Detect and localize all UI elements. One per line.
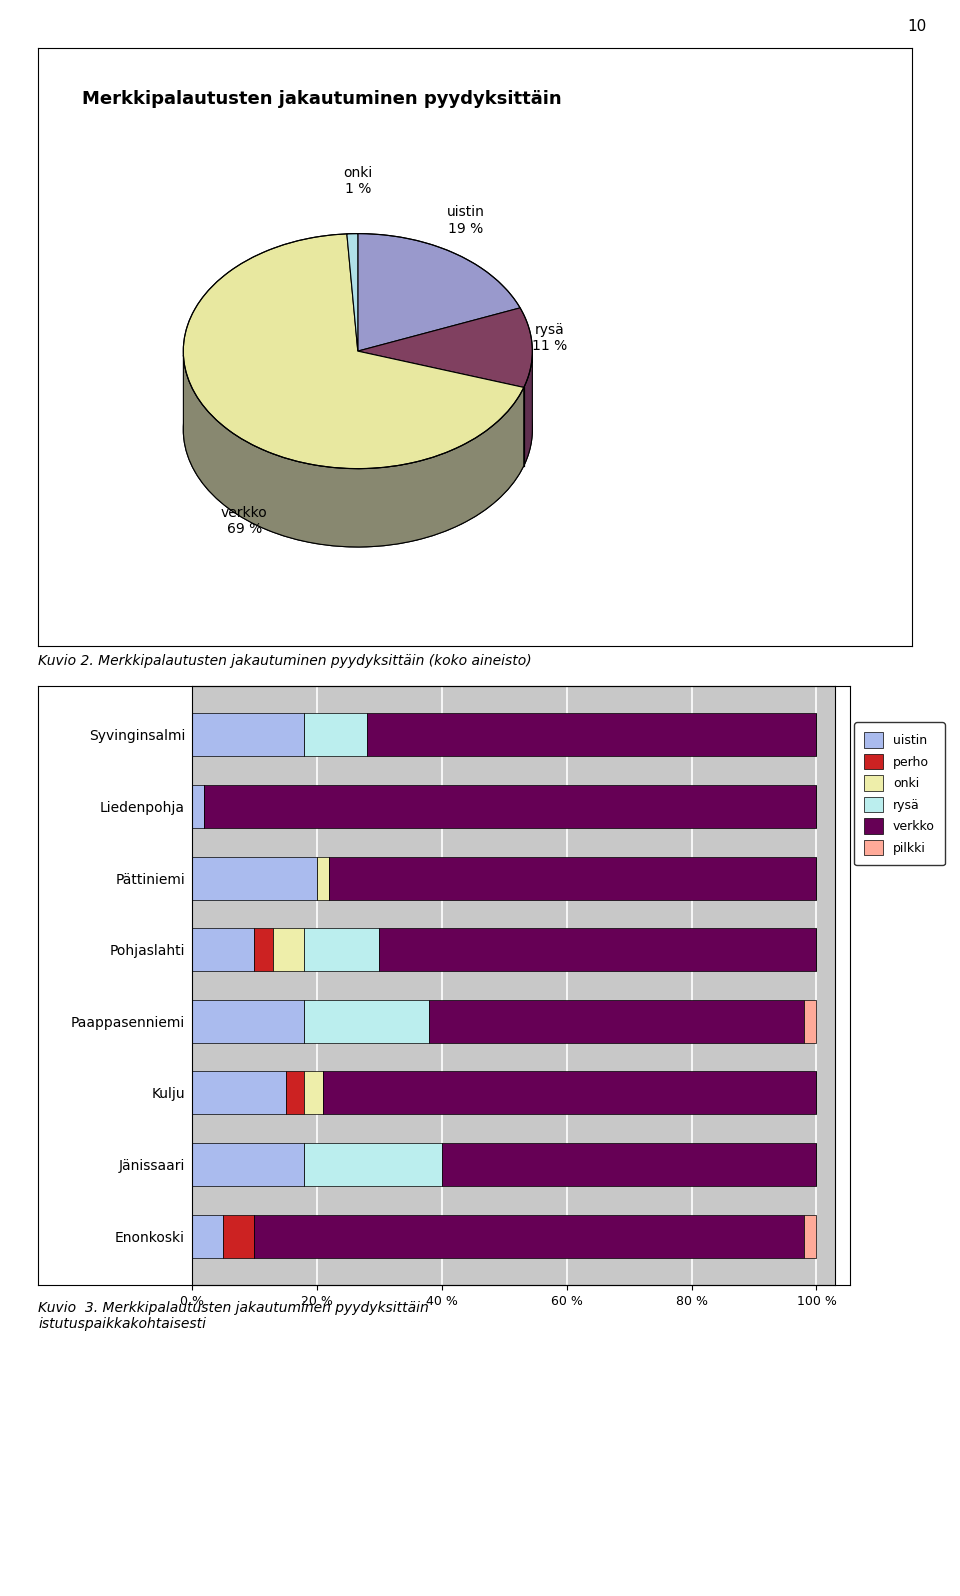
Bar bbox=[367, 713, 816, 757]
Bar bbox=[192, 929, 254, 972]
Bar bbox=[304, 1143, 442, 1186]
Polygon shape bbox=[347, 233, 358, 351]
Text: verkko
69 %: verkko 69 % bbox=[221, 506, 268, 536]
Bar bbox=[304, 999, 429, 1042]
Bar bbox=[804, 999, 816, 1042]
Bar bbox=[192, 713, 304, 757]
Bar bbox=[254, 929, 274, 972]
Text: Merkkipalautusten jakautuminen pyydyksittäin: Merkkipalautusten jakautuminen pyydyksit… bbox=[83, 89, 562, 109]
Bar bbox=[274, 929, 304, 972]
Bar bbox=[192, 999, 304, 1042]
Text: Kuvio  3. Merkkipalautusten jakautuminen pyydyksittäin
istutuspaikkakohtaisesti: Kuvio 3. Merkkipalautusten jakautuminen … bbox=[38, 1301, 429, 1331]
Bar bbox=[324, 1071, 816, 1114]
Bar bbox=[192, 857, 317, 900]
Bar bbox=[804, 1215, 816, 1258]
Text: uistin
19 %: uistin 19 % bbox=[447, 206, 485, 236]
Polygon shape bbox=[358, 233, 520, 351]
Bar bbox=[379, 929, 816, 972]
Bar bbox=[317, 857, 329, 900]
Bar bbox=[304, 1071, 324, 1114]
Bar bbox=[286, 1071, 304, 1114]
Polygon shape bbox=[183, 235, 524, 469]
Text: rysä
11 %: rysä 11 % bbox=[532, 322, 567, 353]
Text: 10: 10 bbox=[907, 19, 926, 34]
Bar bbox=[329, 857, 816, 900]
Bar bbox=[192, 785, 204, 828]
Bar bbox=[442, 1143, 816, 1186]
Bar bbox=[304, 929, 379, 972]
Bar bbox=[224, 1215, 254, 1258]
Bar bbox=[254, 1215, 804, 1258]
Bar bbox=[429, 999, 804, 1042]
Bar bbox=[304, 713, 367, 757]
Text: onki
1 %: onki 1 % bbox=[343, 166, 372, 196]
Bar bbox=[192, 1143, 304, 1186]
Polygon shape bbox=[183, 356, 524, 547]
Bar bbox=[192, 1215, 224, 1258]
Ellipse shape bbox=[183, 311, 533, 547]
Polygon shape bbox=[524, 351, 533, 466]
Polygon shape bbox=[358, 308, 533, 388]
Text: Kuvio 2. Merkkipalautusten jakautuminen pyydyksittäin (koko aineisto): Kuvio 2. Merkkipalautusten jakautuminen … bbox=[38, 654, 532, 669]
Legend: uistin, perho, onki, rysä, verkko, pilkki: uistin, perho, onki, rysä, verkko, pilkk… bbox=[854, 723, 945, 865]
Bar bbox=[204, 785, 816, 828]
Bar bbox=[192, 1071, 286, 1114]
